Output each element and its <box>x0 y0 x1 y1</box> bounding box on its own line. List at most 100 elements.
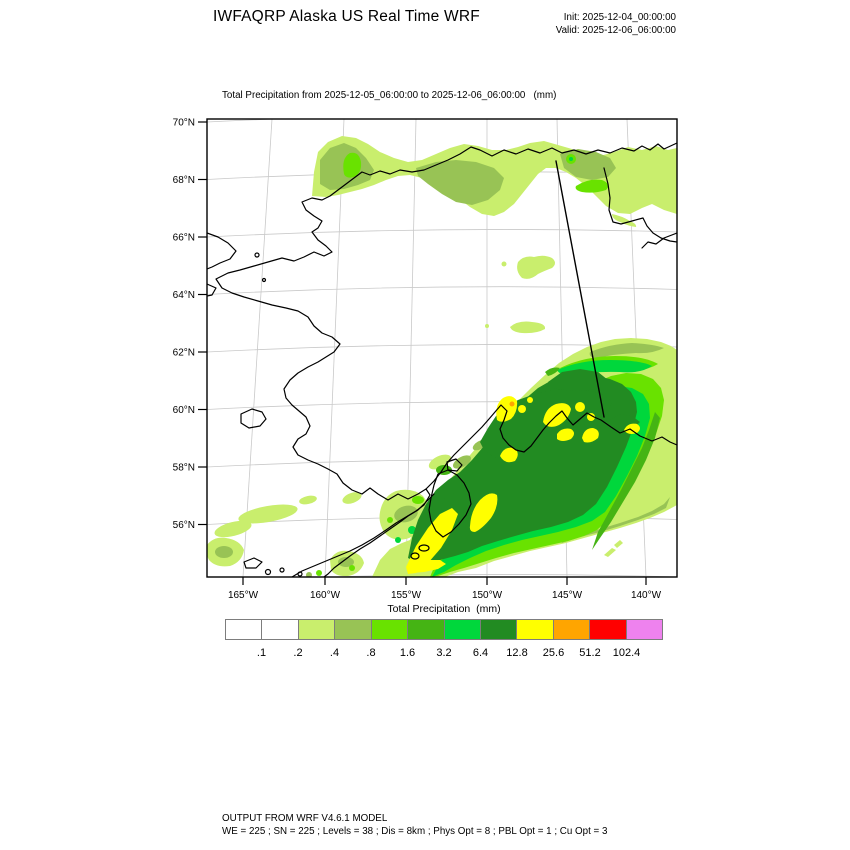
colorbar: Total Precipitation (mm) .1 .2 .4 .8 1.6 3.2 6… <box>225 603 663 662</box>
islet <box>261 277 267 283</box>
peninsula-islands <box>243 557 263 569</box>
valid-time: Valid: 2025-12-06_06:00:00 <box>555 25 676 36</box>
colorbar-title: Total Precipitation (mm) <box>387 603 501 615</box>
precip-speck <box>306 572 312 577</box>
precip-orange <box>509 401 515 407</box>
colorbar-tick-label: 102.4 <box>612 647 641 659</box>
colorbar-cell-5 <box>408 620 445 639</box>
lat-label: 62°N <box>173 348 195 359</box>
map-canvas <box>207 119 677 577</box>
precip-speck <box>527 397 533 403</box>
precip-speck <box>518 405 526 413</box>
colorbar-cell-8 <box>517 620 554 639</box>
lon-label: 140°W <box>631 590 662 601</box>
islet <box>410 552 420 560</box>
colorbar-tick-label: 1.6 <box>399 647 416 659</box>
precip-contour <box>343 152 362 178</box>
parallel-line <box>207 229 677 238</box>
precip-patch <box>338 557 354 567</box>
precip-patch <box>214 520 252 538</box>
precip-patch <box>412 496 424 504</box>
colorbar-cell-10 <box>590 620 627 639</box>
chukotka-cape <box>207 283 217 297</box>
colorbar-tick-label: 12.8 <box>506 647 528 659</box>
colorbar-cell-3 <box>335 620 372 639</box>
colorbar-cell-1 <box>262 620 299 639</box>
chukotka-coast <box>207 232 237 270</box>
lon-ticks <box>242 577 647 585</box>
precip-contour <box>582 428 599 443</box>
map-frame <box>206 118 678 578</box>
model-version-line: OUTPUT FROM WRF V4.6.1 MODEL <box>222 813 388 824</box>
colorbar-cell-7 <box>480 620 518 639</box>
colorbar-tick-label: .2 <box>293 647 303 659</box>
precip-contour <box>517 255 555 279</box>
lon-axis: 165°W 160°W 155°W 150°W 145°W 140°W <box>228 577 662 601</box>
lon-label: 150°W <box>472 590 503 601</box>
precip-contour <box>612 214 637 227</box>
precip-contour <box>545 367 560 376</box>
alaska-peninsula-south-coast <box>323 493 435 577</box>
colorbar-cell-4 <box>371 620 409 639</box>
nunivak-island <box>240 408 267 429</box>
islet <box>418 544 430 552</box>
canada-border <box>555 160 605 418</box>
lat-label: 68°N <box>173 175 195 186</box>
run-times: Init: 2025-12-04_00:00:00 Valid: 2025-12… <box>556 11 676 37</box>
islet <box>279 567 285 573</box>
precip-speck <box>485 324 489 328</box>
precip-patch <box>299 495 317 505</box>
islet <box>297 571 303 577</box>
yukon-coast-line <box>603 167 677 243</box>
colorbar-cell-9 <box>553 620 591 639</box>
lat-label: 64°N <box>173 290 195 301</box>
map-subtitle: Total Precipitation from 2025-12-05_06:0… <box>222 90 557 101</box>
precip-speck <box>395 537 401 543</box>
lon-label: 145°W <box>552 590 583 601</box>
lat-ticks <box>198 121 207 526</box>
precip-contour <box>548 369 608 391</box>
colorbar-cells <box>225 619 663 640</box>
lon-label: 155°W <box>391 590 422 601</box>
precip-speck <box>614 540 623 548</box>
colorbar-tick-label: .1 <box>256 647 267 659</box>
colorbar-tick-label: 6.4 <box>472 647 489 659</box>
precip-speck <box>316 570 322 576</box>
colorbar-tick-label: 51.2 <box>579 647 601 659</box>
lon-label: 160°W <box>310 590 341 601</box>
precip-contour <box>592 412 660 550</box>
south-alaska-coast <box>425 404 677 490</box>
precip-speck <box>569 157 573 161</box>
precip-contour <box>500 447 518 463</box>
precip-patch <box>394 505 418 523</box>
precip-contour <box>510 321 546 334</box>
lat-axis: 70°N 68°N 66°N 64°N 62°N 60°N 58°N 56°N <box>173 118 207 531</box>
precip-speck <box>501 261 507 267</box>
colorbar-labels: .1 .2 .4 .8 1.6 3.2 6.4 12.8 25.6 51.2 102.4 <box>225 647 663 662</box>
precip-patch <box>215 546 233 558</box>
parallel-line <box>207 286 677 295</box>
precip-contour <box>416 160 504 205</box>
lat-label: 56°N <box>173 520 195 531</box>
precip-patch <box>452 455 472 469</box>
colorbar-cell-11 <box>626 620 663 639</box>
lat-label: 58°N <box>173 463 195 474</box>
colorbar-cell-2 <box>298 620 336 639</box>
precip-contour <box>407 560 446 573</box>
coastlines <box>207 142 677 577</box>
model-config-line: WE = 225 ; SN = 225 ; Levels = 38 ; Dis … <box>222 826 608 837</box>
meridian-line <box>242 119 273 577</box>
precip-speck <box>509 401 515 407</box>
meridian-line <box>324 119 345 577</box>
parallel-line <box>207 119 284 123</box>
kodiak-island <box>428 469 472 538</box>
colorbar-cell-0 <box>226 620 263 639</box>
afognak-island <box>446 458 463 472</box>
precip-speck <box>349 565 355 571</box>
precip-speck <box>587 413 595 421</box>
colorbar-cell-6 <box>444 620 481 639</box>
lat-label: 60°N <box>173 405 195 416</box>
precip-contour <box>557 428 574 441</box>
colorbar-tick-label: 25.6 <box>542 647 565 659</box>
